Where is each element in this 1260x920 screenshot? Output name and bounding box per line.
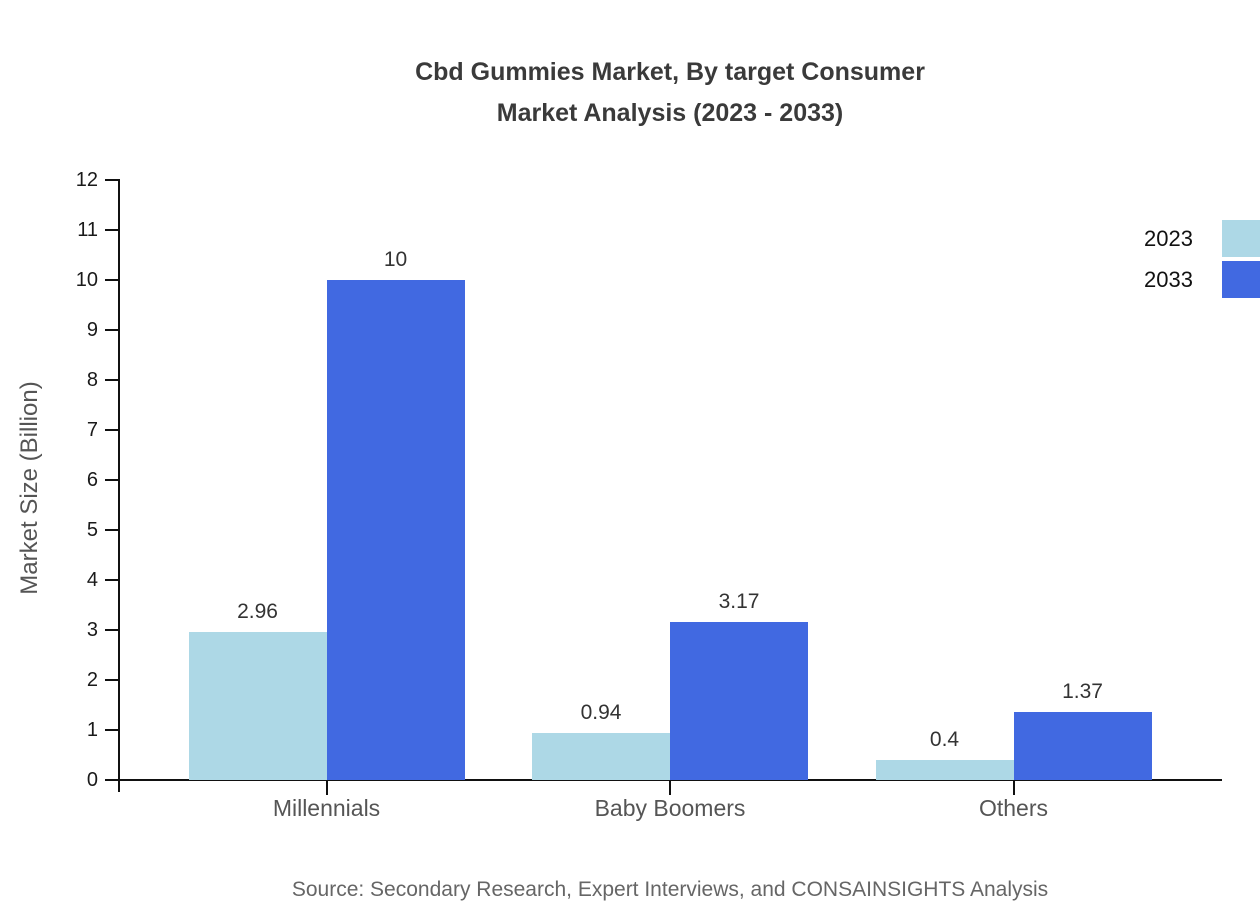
bar-value-label: 1.37 xyxy=(1062,679,1103,703)
y-axis-line xyxy=(118,180,120,792)
y-tick-label: 12 xyxy=(75,169,98,191)
chart-title: Cbd Gummies Market, By target Consumer M… xyxy=(80,52,1260,134)
bar-value-label: 10 xyxy=(383,248,408,271)
y-tick-mark xyxy=(105,629,120,631)
y-tick-mark xyxy=(105,779,120,781)
y-tick-label: 6 xyxy=(86,469,98,491)
legend-label: 2033 xyxy=(1144,266,1193,292)
legend-item-2033: 2033 xyxy=(1144,261,1260,298)
x-tick-mark xyxy=(669,780,671,795)
x-tick-mark xyxy=(325,780,328,795)
y-tick-label: 5 xyxy=(86,519,98,541)
y-tick-label: 9 xyxy=(86,319,98,341)
bar-value-label: 3.17 xyxy=(718,589,760,613)
y-tick-mark xyxy=(105,229,120,231)
legend-swatch xyxy=(1222,220,1260,257)
y-tick-mark xyxy=(105,729,120,731)
legend-item-2023: 2023 xyxy=(1144,220,1260,257)
chart-title-line2: Market Analysis (2023 - 2033) xyxy=(496,99,844,127)
y-tick-label: 3 xyxy=(86,619,98,641)
bar-value-label: 0.4 xyxy=(929,728,960,751)
y-tick-mark xyxy=(105,379,120,381)
y-tick-mark xyxy=(105,279,120,281)
bar-2033-millennials xyxy=(326,280,465,780)
legend-label: 2023 xyxy=(1144,225,1193,251)
y-tick-label: 1 xyxy=(86,719,98,741)
y-tick-mark xyxy=(105,479,120,481)
y-tick-mark xyxy=(105,579,120,581)
bar-2033-baby-boomers xyxy=(670,621,808,780)
y-tick-label: 11 xyxy=(77,219,98,241)
category-label-millennials: Millennials xyxy=(272,795,381,821)
y-tick-label: 10 xyxy=(75,269,98,291)
y-tick-label: 4 xyxy=(86,569,98,591)
source-note: Source: Secondary Research, Expert Inter… xyxy=(291,878,1049,901)
y-tick-mark xyxy=(105,529,120,531)
y-tick-mark xyxy=(105,679,120,681)
legend-swatch xyxy=(1222,261,1260,298)
y-tick-label: 8 xyxy=(86,369,98,391)
category-label-baby-boomers: Baby Boomers xyxy=(594,795,746,821)
category-label-others: Others xyxy=(978,795,1049,821)
bar-2023-others xyxy=(875,760,1014,780)
bar-value-label: 2.96 xyxy=(237,600,278,623)
bar-2033-others xyxy=(1013,711,1152,780)
bar-value-label: 0.94 xyxy=(580,701,622,724)
chart-title-line1: Cbd Gummies Market, By target Consumer xyxy=(415,58,925,86)
y-tick-label: 7 xyxy=(86,419,98,441)
y-tick-mark xyxy=(105,429,120,431)
y-tick-label: 2 xyxy=(86,669,98,691)
bar-2023-baby-boomers xyxy=(532,733,670,780)
y-tick-label: 0 xyxy=(86,769,98,791)
legend: 2023 2033 xyxy=(1144,220,1260,302)
x-tick-mark xyxy=(1012,780,1015,795)
y-tick-mark xyxy=(105,179,120,181)
y-tick-mark xyxy=(105,329,120,331)
bar-2023-millennials xyxy=(188,632,327,780)
